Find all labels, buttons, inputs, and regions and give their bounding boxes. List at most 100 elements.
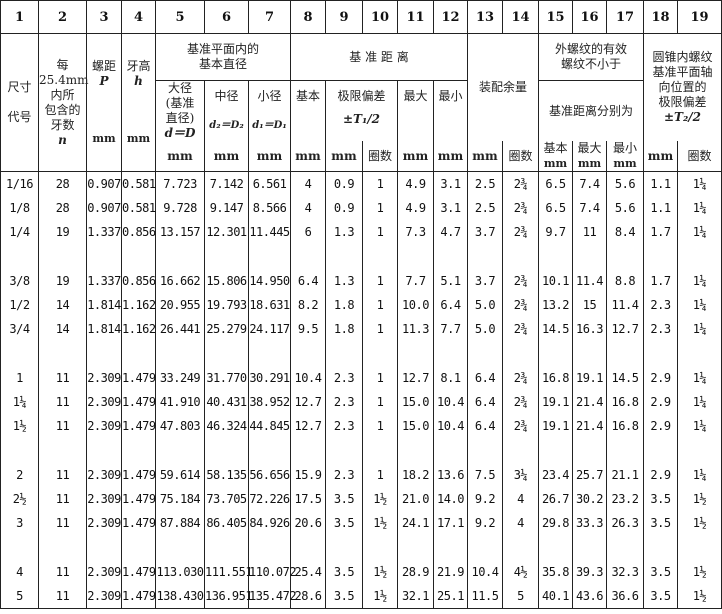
table-cell: 30.2 — [572, 487, 607, 511]
table-cell: 1 — [362, 317, 398, 341]
table-cell: 7.723 — [155, 171, 205, 196]
empty-cell — [643, 341, 678, 366]
table-cell: 1 — [362, 414, 398, 438]
table-cell: 24.117 — [248, 317, 291, 341]
table-cell: 6.4 — [433, 293, 468, 317]
empty-cell — [248, 244, 291, 269]
table-cell: 1/4 — [0, 220, 39, 244]
table-cell: 30.291 — [248, 366, 291, 390]
column-number: 17 — [606, 0, 644, 34]
table-cell: 4½ — [502, 560, 539, 584]
table-cell: 7.142 — [204, 171, 249, 196]
table-row: 2 11 2.309 1.479 59.614 58.135 56.656 15.9 2.3 1 1… — [0, 463, 722, 487]
table-cell: 1¼ — [677, 317, 722, 341]
header-ext-max: 最大 mm — [572, 141, 607, 172]
table-cell: 1¼ — [677, 414, 722, 438]
table-cell: 14 — [38, 293, 87, 317]
table-cell: 3.5 — [643, 487, 678, 511]
empty-cell — [121, 341, 156, 366]
table-cell: 1/2 — [0, 293, 39, 317]
table-cell: 2.309 — [86, 487, 122, 511]
table-row: 4 11 2.309 1.479 113.030 111.551 110.072 25.4 3.… — [0, 560, 722, 584]
empty-cell — [467, 535, 503, 560]
table-cell: 15.9 — [290, 463, 326, 487]
table-cell: 11 — [38, 390, 87, 414]
column-number: 11 — [397, 0, 434, 34]
table-cell: 43.6 — [572, 584, 607, 609]
group-spacer — [0, 535, 722, 560]
table-cell: 2½ — [0, 487, 39, 511]
table-cell: 113.030 — [155, 560, 205, 584]
table-cell: 2.9 — [643, 366, 678, 390]
header-major-diameter: 大径 (基准 直径) d＝D — [155, 80, 205, 141]
column-number-row: 1 2 3 4 5 6 7 8 9 10 11 12 13 14 15 16 17 18 19 — [0, 0, 722, 34]
table-cell: 2.309 — [86, 463, 122, 487]
column-number: 16 — [572, 0, 607, 34]
threads-per-symbol: n — [58, 132, 67, 147]
empty-cell — [0, 535, 39, 560]
table-cell: 10.4 — [290, 366, 326, 390]
table-row: 3/8 19 1.337 0.856 16.662 15.806 14.950 6.4 1.3 1… — [0, 269, 722, 293]
header-gauge-distances: 基准距离分别为 — [538, 80, 644, 141]
empty-cell — [248, 535, 291, 560]
table-cell: 46.324 — [204, 414, 249, 438]
column-number: 19 — [677, 0, 722, 34]
table-cell: 1.3 — [325, 269, 363, 293]
table-cell: 1.479 — [121, 584, 156, 609]
table-cell: 17.1 — [433, 511, 468, 535]
empty-cell — [433, 438, 468, 463]
table-cell: 28.6 — [290, 584, 326, 609]
table-cell: 3.5 — [325, 560, 363, 584]
ext-basic-unit: mm — [543, 157, 568, 170]
pitch-diam-symbol: d₂＝D₂ — [209, 120, 244, 131]
table-cell: 2 — [0, 463, 39, 487]
pitch-label: 螺距 — [91, 59, 116, 73]
table-cell: 14.950 — [248, 269, 291, 293]
table-cell: 2.5 — [467, 171, 503, 196]
table-cell: 1.1 — [643, 171, 678, 196]
threads-per-label: 每 25.4mm 内所 包含的 牙数 — [39, 57, 89, 132]
table-cell: 1¼ — [677, 366, 722, 390]
table-cell: 2.309 — [86, 366, 122, 390]
table-cell: 1.814 — [86, 317, 122, 341]
table-cell: 2¾ — [502, 269, 539, 293]
empty-cell — [155, 341, 205, 366]
height-symbol: h — [134, 74, 143, 88]
table-cell: 19 — [38, 220, 87, 244]
table-row: 2½ 11 2.309 1.479 75.184 73.705 72.226 17.5 3.5 1… — [0, 487, 722, 511]
table-cell: 12.7 — [397, 366, 434, 390]
table-cell: 19.793 — [204, 293, 249, 317]
table-cell: 16.8 — [538, 366, 573, 390]
header-internal-tolerance: 圆锥内螺纹 基准平面轴 向位置的 极限偏差 ±T₂/2 — [643, 33, 722, 141]
empty-cell — [606, 438, 644, 463]
column-number: 3 — [86, 0, 122, 34]
empty-cell — [325, 244, 363, 269]
table-cell: 3/8 — [0, 269, 39, 293]
table-cell: 12.7 — [290, 390, 326, 414]
height-unit: mm — [126, 132, 151, 145]
empty-cell — [290, 535, 326, 560]
empty-cell — [397, 438, 434, 463]
table-cell: 15 — [572, 293, 607, 317]
unit-tolerance-turns: 圈数 — [362, 141, 398, 172]
table-cell: 21.0 — [397, 487, 434, 511]
table-cell: 2.309 — [86, 414, 122, 438]
table-cell: 3.7 — [467, 220, 503, 244]
table-cell: 58.135 — [204, 463, 249, 487]
empty-cell — [155, 535, 205, 560]
table-cell: 12.7 — [290, 414, 326, 438]
table-cell: 1½ — [677, 487, 722, 511]
group-spacer — [0, 438, 722, 463]
empty-cell — [502, 244, 539, 269]
table-cell: 3.5 — [325, 511, 363, 535]
table-cell: 1.7 — [643, 220, 678, 244]
table-cell: 11 — [38, 511, 87, 535]
table-cell: 2¾ — [502, 366, 539, 390]
table-cell: 28.9 — [397, 560, 434, 584]
header-threads-per-inch: 每 25.4mm 内所 包含的 牙数 n — [38, 33, 89, 172]
table-row: 1/8 28 0.907 0.581 9.728 9.147 8.566 4 0.9 1 4.9 3.… — [0, 196, 722, 220]
table-cell: 41.910 — [155, 390, 205, 414]
table-cell: 72.226 — [248, 487, 291, 511]
column-number: 18 — [643, 0, 678, 34]
